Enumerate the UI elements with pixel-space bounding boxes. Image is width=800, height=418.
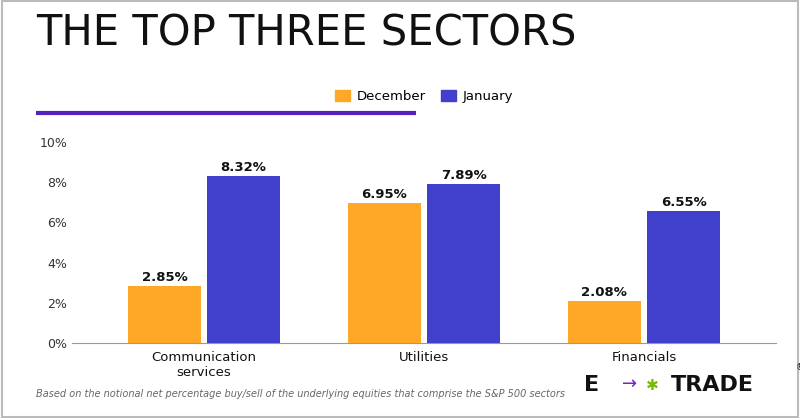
Bar bbox=[568, 301, 641, 343]
Text: 6.95%: 6.95% bbox=[362, 188, 407, 201]
Text: 7.89%: 7.89% bbox=[441, 169, 486, 182]
Bar bbox=[207, 176, 280, 343]
Text: →: → bbox=[622, 375, 638, 393]
Text: THE TOP THREE SECTORS: THE TOP THREE SECTORS bbox=[36, 13, 577, 54]
Text: 2.85%: 2.85% bbox=[142, 270, 187, 283]
Legend: December, January: December, January bbox=[330, 84, 518, 108]
Text: ✱: ✱ bbox=[646, 378, 659, 393]
Bar bbox=[427, 184, 500, 343]
Text: 6.55%: 6.55% bbox=[661, 196, 706, 209]
Bar bbox=[647, 212, 720, 343]
Text: 2.08%: 2.08% bbox=[582, 286, 627, 299]
Text: ®: ® bbox=[796, 363, 800, 372]
Text: E: E bbox=[584, 375, 599, 395]
Bar bbox=[348, 203, 421, 343]
Text: Based on the notional net percentage buy/sell of the underlying equities that co: Based on the notional net percentage buy… bbox=[36, 389, 565, 399]
Text: 8.32%: 8.32% bbox=[221, 161, 266, 174]
Bar bbox=[128, 285, 201, 343]
Text: TRADE: TRADE bbox=[670, 375, 754, 395]
